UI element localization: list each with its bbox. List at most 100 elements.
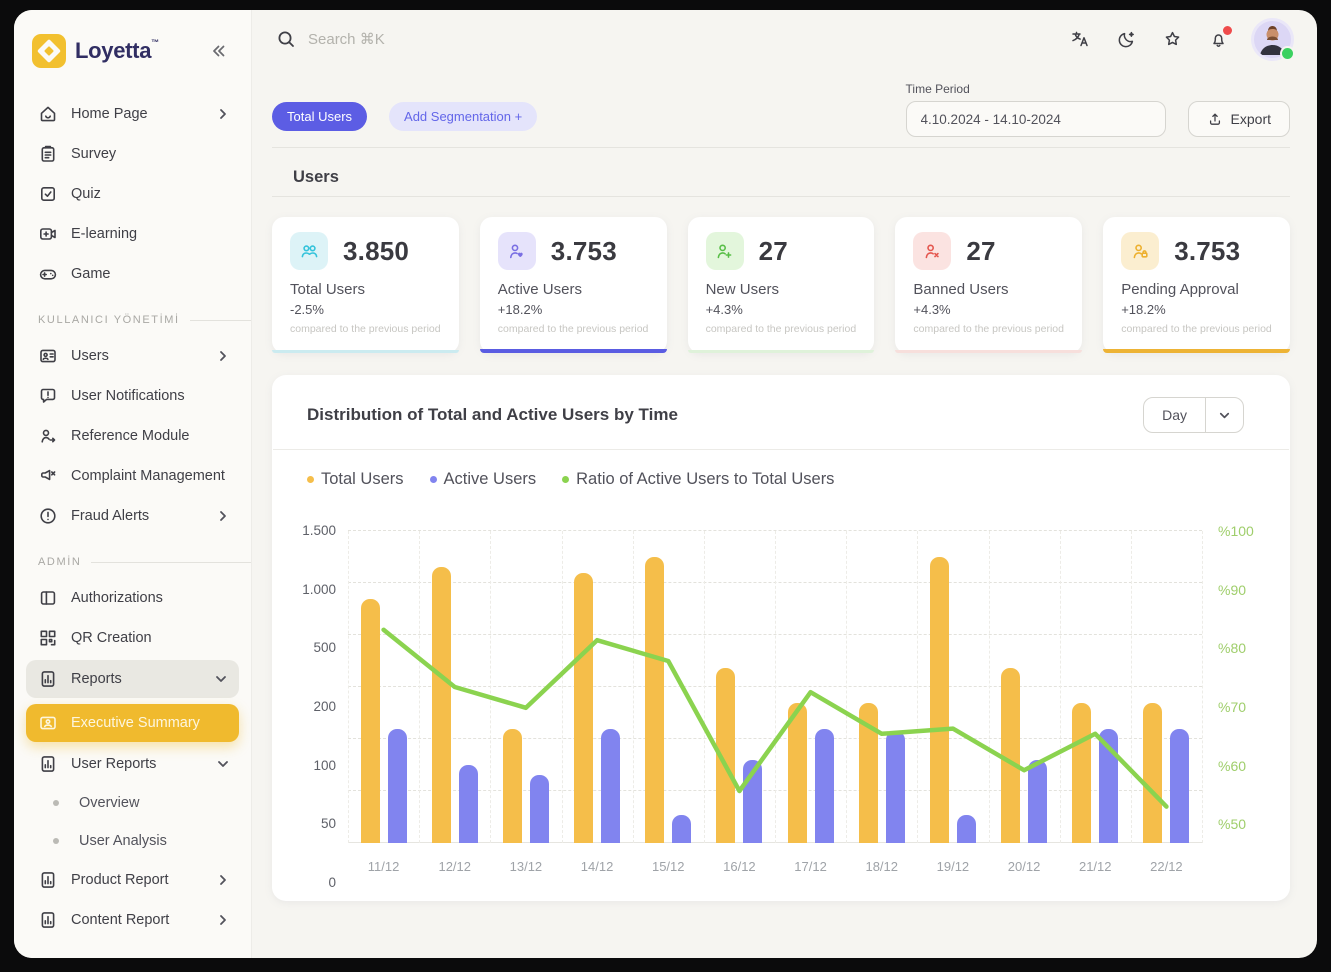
sidebar-item-game[interactable]: Game <box>14 254 251 294</box>
chevron-right-icon <box>215 872 231 888</box>
divider <box>273 449 1289 450</box>
bar-total-users <box>858 702 878 843</box>
home-icon <box>38 104 58 124</box>
gridline <box>348 530 1202 531</box>
qr-icon <box>38 628 58 648</box>
bar-active-users <box>885 731 905 843</box>
fraud-alerts-icon <box>38 506 58 526</box>
gridline <box>988 531 990 843</box>
survey-icon <box>38 144 58 164</box>
sidebar-item-e-learning[interactable]: E-learning <box>14 214 251 254</box>
sidebar-item-user-analysis[interactable]: User Analysis <box>14 822 251 860</box>
stat-value: 3.753 <box>1174 235 1241 266</box>
notification-badge <box>1223 25 1232 35</box>
sidebar: Loyetta™ Home Page Survey Quiz E-learning Ga… <box>14 10 252 958</box>
legend-item-active-users: Active Users <box>429 470 536 489</box>
user-x-icon <box>913 232 952 270</box>
gridline <box>1059 531 1061 843</box>
report-icon <box>38 870 58 890</box>
filter-row: Total Users Add Segmentation + Time Peri… <box>272 82 1290 137</box>
bar-total-users <box>431 567 451 843</box>
report-icon <box>38 754 58 774</box>
sidebar-item-fraud-alerts[interactable]: Fraud Alerts <box>14 496 251 536</box>
gridline <box>490 531 492 843</box>
sidebar-item-reports[interactable]: Reports <box>26 660 239 698</box>
time-period-input[interactable] <box>905 101 1166 137</box>
bar-total-users <box>502 728 522 843</box>
gridline <box>846 531 848 843</box>
logo-row: Loyetta™ <box>14 34 251 68</box>
user-lock-icon <box>1121 232 1160 270</box>
game-icon <box>38 264 58 284</box>
sidebar-item-executive-summary[interactable]: Executive Summary <box>26 704 239 742</box>
executive-summary-icon <box>38 713 58 733</box>
total-users-pill[interactable]: Total Users <box>272 102 368 131</box>
sidebar-item-user-reports[interactable]: User Reports <box>14 744 251 784</box>
sidebar-item-label: Reference Module <box>71 428 190 444</box>
stat-card-banned-users: 27 Banned Users +4.3% compared to the previ… <box>895 217 1083 353</box>
sidebar-section-label: KULLANICI YÖNETİMİ <box>14 314 251 326</box>
content: Total Users Add Segmentation + Time Peri… <box>252 68 1317 958</box>
interval-value: Day <box>1162 407 1187 423</box>
sidebar-item-user-notifications[interactable]: User Notifications <box>14 376 251 416</box>
brand-name: Loyetta™ <box>75 38 160 63</box>
notifications-icon[interactable] <box>1208 25 1232 50</box>
bar-active-users <box>1170 728 1190 843</box>
section-title: Users <box>293 168 339 186</box>
search-icon[interactable] <box>276 29 296 49</box>
sidebar-item-label: Content Report <box>71 912 170 928</box>
add-segmentation-pill[interactable]: Add Segmentation + <box>389 102 538 131</box>
search-input[interactable] <box>308 30 628 48</box>
sidebar-item-complaint-management[interactable]: Complaint Management <box>14 456 251 496</box>
x-axis-label: 11/12 <box>367 859 400 874</box>
sidebar-item-users[interactable]: Users <box>14 336 251 376</box>
avatar[interactable] <box>1254 20 1293 59</box>
bar-total-users <box>716 667 736 843</box>
x-axis-label: 22/12 <box>1150 859 1183 874</box>
translate-icon[interactable] <box>1070 29 1091 50</box>
favorites-icon[interactable] <box>1162 29 1183 50</box>
chart-zone: 0 50 100 200 500 1.000 1.500 11/12 12/12 13/12 14… <box>290 523 1276 890</box>
reference-module-icon <box>38 426 58 446</box>
x-axis-label: 17/12 <box>794 859 827 874</box>
sidebar-item-qr-creation[interactable]: QR Creation <box>14 618 251 658</box>
sidebar-item-quiz[interactable]: Quiz <box>14 174 251 214</box>
sidebar-item-reference-module[interactable]: Reference Module <box>14 416 251 456</box>
sidebar-item-label: Complaint Management <box>71 468 225 484</box>
users-group-icon <box>290 232 328 270</box>
sidebar-item-home-page[interactable]: Home Page <box>14 94 251 134</box>
export-button[interactable]: Export <box>1187 101 1290 137</box>
stat-delta: +18.2% <box>1121 302 1166 317</box>
dark-mode-icon[interactable] <box>1116 29 1137 50</box>
divider <box>272 196 1290 197</box>
left-axis-tick: 1.500 <box>302 523 336 538</box>
sidebar-item-label: QR Creation <box>71 630 152 646</box>
ratio-line <box>348 531 1202 843</box>
right-axis-tick: %90 <box>1218 581 1247 598</box>
sidebar-item-label: Game <box>71 266 111 282</box>
x-axis-label: 12/12 <box>438 859 472 874</box>
chevron-down-icon <box>1206 398 1243 432</box>
sidebar-item-overview[interactable]: Overview <box>14 784 251 822</box>
sidebar-item-survey[interactable]: Survey <box>14 134 251 174</box>
stat-delta: +4.3% <box>913 302 951 317</box>
report-icon <box>38 910 58 930</box>
main-area: Total Users Add Segmentation + Time Peri… <box>252 10 1317 958</box>
gridline <box>561 531 563 843</box>
stat-label: Total Users <box>290 281 366 298</box>
sidebar-item-content-report[interactable]: Content Report <box>14 900 251 940</box>
gridline <box>632 531 634 843</box>
sidebar-collapse-icon[interactable] <box>207 40 229 62</box>
avatar-image <box>1254 21 1291 58</box>
chevron-down-icon <box>215 756 231 772</box>
bar-total-users <box>1001 667 1021 843</box>
bar-total-users <box>929 557 949 843</box>
stat-note: compared to the previous period <box>497 323 649 335</box>
interval-select[interactable]: Day <box>1143 397 1244 433</box>
sidebar-item-authorizations[interactable]: Authorizations <box>14 578 251 618</box>
x-axis-label: 15/12 <box>651 859 685 874</box>
sidebar-item-product-report[interactable]: Product Report <box>14 860 251 900</box>
bar-active-users <box>956 814 976 843</box>
stat-note: compared to the previous period <box>290 323 441 335</box>
stat-delta: -2.5% <box>290 302 324 317</box>
